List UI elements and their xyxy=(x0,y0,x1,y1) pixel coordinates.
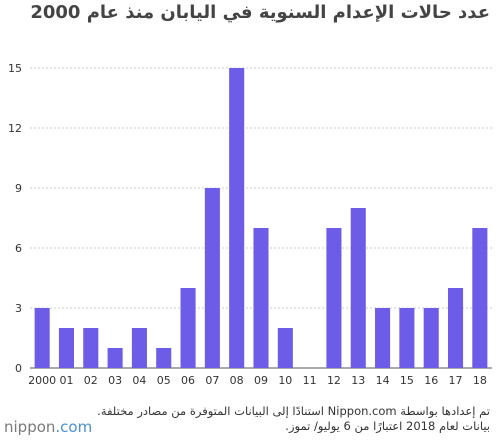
bar xyxy=(156,348,172,368)
bar xyxy=(180,288,196,368)
y-tick-label: 0 xyxy=(15,362,22,375)
x-tick-label: 01 xyxy=(59,374,73,387)
x-tick-label: 03 xyxy=(108,374,122,387)
x-tick-label: 02 xyxy=(84,374,98,387)
y-tick-label: 9 xyxy=(15,182,22,195)
x-tick-label: 08 xyxy=(230,374,244,387)
bar xyxy=(350,208,366,368)
y-tick-label: 6 xyxy=(15,242,22,255)
bar xyxy=(229,68,245,368)
x-tick-label: 06 xyxy=(181,374,195,387)
x-tick-label: 17 xyxy=(449,374,463,387)
x-tick-label: 09 xyxy=(254,374,268,387)
bar xyxy=(447,288,464,368)
x-tick-label: 14 xyxy=(376,374,390,387)
x-tick-label: 10 xyxy=(278,374,292,387)
bar xyxy=(253,228,269,368)
bar xyxy=(107,348,123,368)
bar xyxy=(58,328,75,368)
x-tick-label: 07 xyxy=(205,374,219,387)
x-tick-label: 13 xyxy=(351,374,365,387)
x-tick-label: 18 xyxy=(473,374,487,387)
bar xyxy=(277,328,293,368)
nippon-logo: nippon.com xyxy=(4,418,92,436)
source-note: تم إعدادها بواسطة Nippon.com استنادًا إل… xyxy=(97,404,490,433)
y-tick-label: 3 xyxy=(15,302,22,315)
bar xyxy=(399,308,415,368)
y-tick-label: 15 xyxy=(8,62,22,75)
bar xyxy=(204,188,220,368)
bar xyxy=(472,228,488,368)
logo-tld: .com xyxy=(55,418,93,436)
x-tick-label: 15 xyxy=(400,374,414,387)
y-tick-label: 12 xyxy=(8,122,22,135)
x-tick-label: 2000 xyxy=(28,374,56,387)
bar xyxy=(83,328,99,368)
chart-title: عدد حالات الإعدام السنوية في اليابان منذ… xyxy=(30,2,490,23)
x-tick-label: 04 xyxy=(132,374,146,387)
x-tick-label: 12 xyxy=(327,374,341,387)
bar xyxy=(326,228,342,368)
bar xyxy=(34,308,50,368)
bar xyxy=(131,328,147,368)
bar xyxy=(423,308,439,368)
logo-brand: nippon xyxy=(4,418,56,436)
x-tick-label: 11 xyxy=(303,374,317,387)
x-tick-label: 05 xyxy=(157,374,171,387)
x-tick-label: 16 xyxy=(424,374,438,387)
bar xyxy=(375,308,391,368)
